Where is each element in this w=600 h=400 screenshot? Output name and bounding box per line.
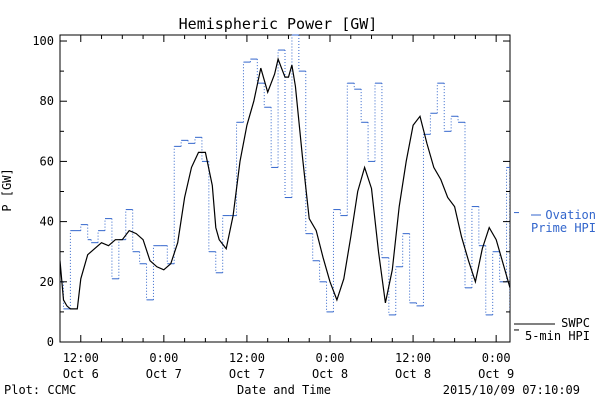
x-axis-label: Date and Time xyxy=(237,383,331,397)
legend-swpc-label-2: 5-min HPI xyxy=(525,329,590,343)
plot-area xyxy=(59,34,511,343)
footer-timestamp: 2015/10/09 07:10:09 xyxy=(443,383,580,397)
y-tick-label: 100 xyxy=(32,34,54,48)
x-tick-label-day: Oct 7 xyxy=(146,367,182,381)
y-axis: 0 20 40 60 80 100 xyxy=(32,34,510,349)
y-tick-label: 20 xyxy=(40,275,54,289)
legend-ovation-label-2: Prime HPI xyxy=(531,221,596,235)
x-tick-label-time: 12:00 xyxy=(229,351,265,365)
legend-ovation-label-1: Ovation xyxy=(545,208,596,222)
chart-title: Hemispheric Power [GW] xyxy=(179,15,378,33)
x-tick-label-day: Oct 8 xyxy=(312,367,348,381)
y-axis-label: P [GW] xyxy=(0,168,14,211)
x-tick-label-time: 0:00 xyxy=(149,351,178,365)
x-tick-label-time: 0:00 xyxy=(316,351,345,365)
x-tick-label-day: Oct 6 xyxy=(63,367,99,381)
x-tick-label-time: 12:00 xyxy=(395,351,431,365)
y-tick-label: 60 xyxy=(40,154,54,168)
x-tick-label-day: Oct 8 xyxy=(395,367,431,381)
y-tick-label: 0 xyxy=(47,335,54,349)
y-tick-label: 40 xyxy=(40,215,54,229)
x-tick-label-day: Oct 7 xyxy=(229,367,265,381)
x-tick-label-day: Oct 9 xyxy=(478,367,514,381)
x-tick-label-time: 0:00 xyxy=(482,351,511,365)
footer-credit: Plot: CCMC xyxy=(4,383,76,397)
legend-swpc-label-1: SWPC xyxy=(561,316,590,330)
x-axis: 12:00 Oct 6 0:00 Oct 7 12:00 Oct 7 0:00 Oct 8 12… xyxy=(59,35,514,381)
y-tick-label: 80 xyxy=(40,94,54,108)
x-tick-label-time: 12:00 xyxy=(63,351,99,365)
swpc-line xyxy=(60,57,510,310)
series-swpc xyxy=(60,57,510,310)
